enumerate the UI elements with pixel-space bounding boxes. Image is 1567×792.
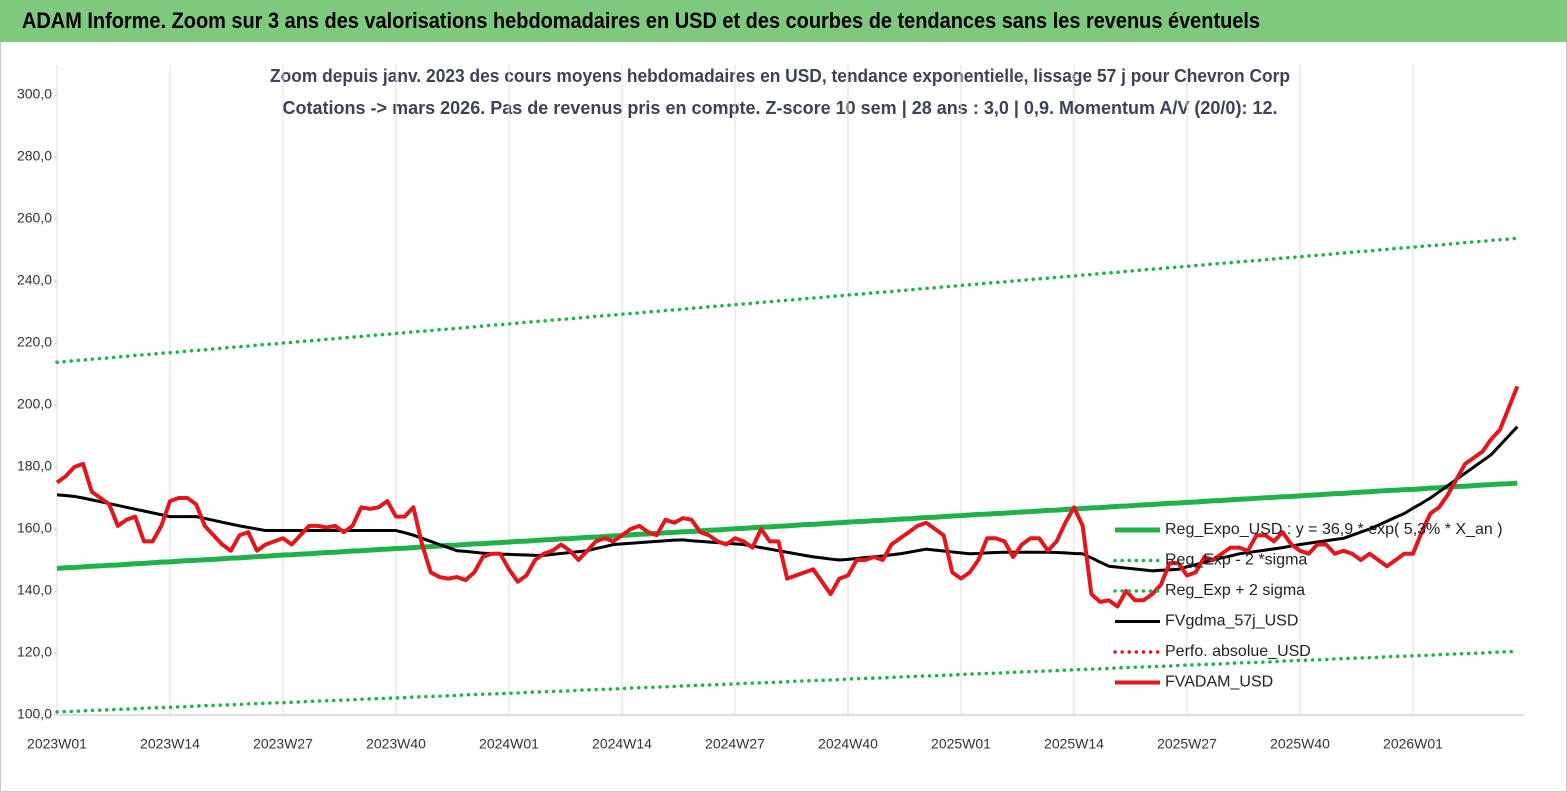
x-tick-label: 2025W14: [1044, 736, 1104, 752]
x-tick-label: 2025W01: [931, 736, 991, 752]
y-tick-label: 100,0: [17, 706, 52, 722]
header-bar: [0, 0, 1567, 42]
x-tick-label: 2024W40: [818, 736, 878, 752]
x-tick-label: 2023W27: [253, 736, 313, 752]
x-tick-label: 2023W01: [27, 736, 87, 752]
y-tick-label: 140,0: [17, 582, 52, 598]
header-title: ADAM Informe. Zoom sur 3 ans des valoris…: [22, 8, 1260, 33]
x-tick-label: 2025W27: [1157, 736, 1217, 752]
series-line: [55, 649, 1520, 714]
legend-label: Perfo. absolue_USD: [1165, 643, 1311, 660]
x-tick-label: 2024W14: [592, 736, 652, 752]
legend-label: Reg_Expo_USD : y = 36,9 * exp( 5,3% * X_…: [1165, 521, 1503, 538]
y-tick-label: 200,0: [17, 396, 52, 412]
legend-label: FVgdma_57j_USD: [1165, 613, 1298, 630]
x-tick-label: 2024W01: [479, 736, 539, 752]
y-tick-label: 180,0: [17, 458, 52, 474]
y-tick-label: 300,0: [17, 86, 52, 102]
series-line: [56, 480, 1518, 571]
x-tick-label: 2025W40: [1270, 736, 1330, 752]
y-tick-label: 220,0: [17, 334, 52, 350]
x-tick-label: 2023W40: [366, 736, 426, 752]
series-line: [55, 385, 1520, 609]
y-tick-label: 240,0: [17, 272, 52, 288]
x-tick-label: 2026W01: [1383, 736, 1443, 752]
y-tick-label: 280,0: [17, 148, 52, 164]
legend-label: FVADAM_USD: [1165, 674, 1273, 691]
legend-label: Reg_Exp + 2 sigma: [1165, 582, 1305, 599]
legend-label: Reg_Exp - 2 *sigma: [1165, 552, 1307, 569]
y-tick-label: 260,0: [17, 210, 52, 226]
y-tick-label: 160,0: [17, 520, 52, 536]
series-line: [55, 236, 1520, 364]
chart-title: Zoom depuis janv. 2023 des cours moyens …: [270, 66, 1290, 86]
y-tick-label: 120,0: [17, 644, 52, 660]
chart-title: Cotations -> mars 2026. Pas de revenus p…: [283, 98, 1278, 118]
x-tick-label: 2024W27: [705, 736, 765, 752]
x-tick-label: 2023W14: [140, 736, 200, 752]
series-line: [56, 425, 1519, 573]
